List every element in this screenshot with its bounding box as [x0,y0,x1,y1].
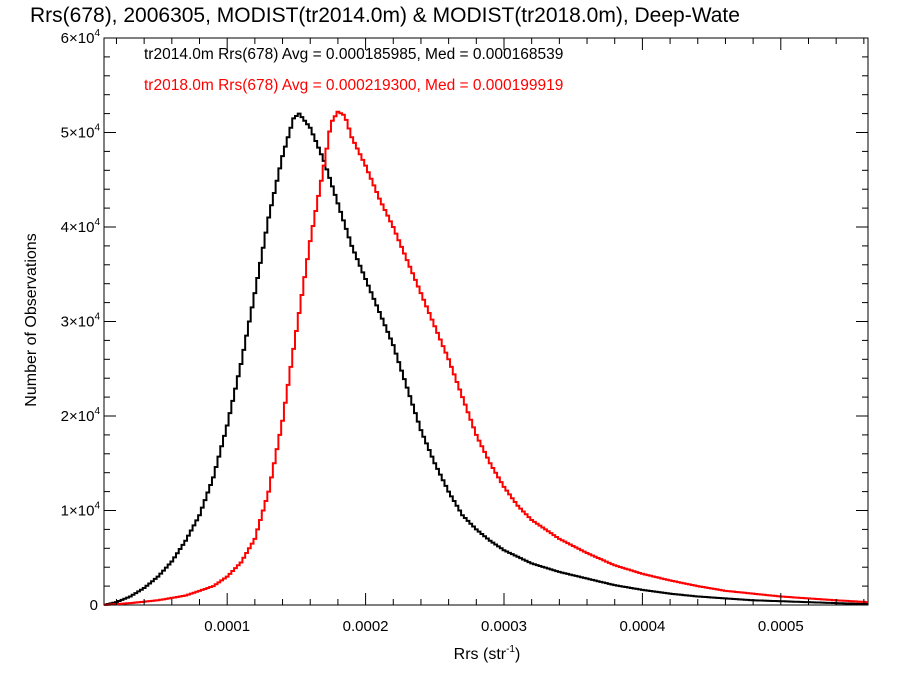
histogram-line-0 [104,112,868,606]
y-tick-label: 5×104 [61,123,101,142]
annotation-tr2018: tr2018.0m Rrs(678) Avg = 0.000219300, Me… [144,77,563,94]
x-axis-title-end: ) [515,646,520,663]
x-tick-label: 0.0004 [619,618,665,635]
chart-title: Rrs(678), 2006305, MODIST(tr2014.0m) & M… [30,4,740,27]
y-axis-title: Number of Observations [23,233,40,406]
x-axis-title: Rrs (str-1) [454,644,521,663]
y-tick-label: 4×104 [61,217,101,236]
x-tick-label: 0.0001 [204,618,250,635]
y-axis: 0 1×104 2×104 3×104 4×104 5×104 6×104 [61,28,868,614]
y-tick-label: 3×104 [61,312,101,331]
histogram-line-1 [104,110,868,606]
x-axis: 0.0001 0.0002 0.0003 0.0004 0.0005 [115,38,865,635]
y-tick-label: 2×104 [61,406,101,425]
x-tick-label: 0.0005 [758,618,804,635]
x-axis-title-exponent: -1 [506,644,515,655]
y-tick-label: 1×104 [61,501,101,520]
annotation-tr2014: tr2014.0m Rrs(678) Avg = 0.000185985, Me… [144,46,563,63]
plot-area [103,37,869,606]
y-tick-label: 6×104 [61,28,101,47]
x-tick-label: 0.0002 [343,618,389,635]
y-tick-label: 0 [90,597,98,614]
x-axis-title-main: Rrs (str [454,646,507,663]
series-layer [104,110,868,606]
x-tick-label: 0.0003 [481,618,527,635]
plot-frame [103,37,869,606]
